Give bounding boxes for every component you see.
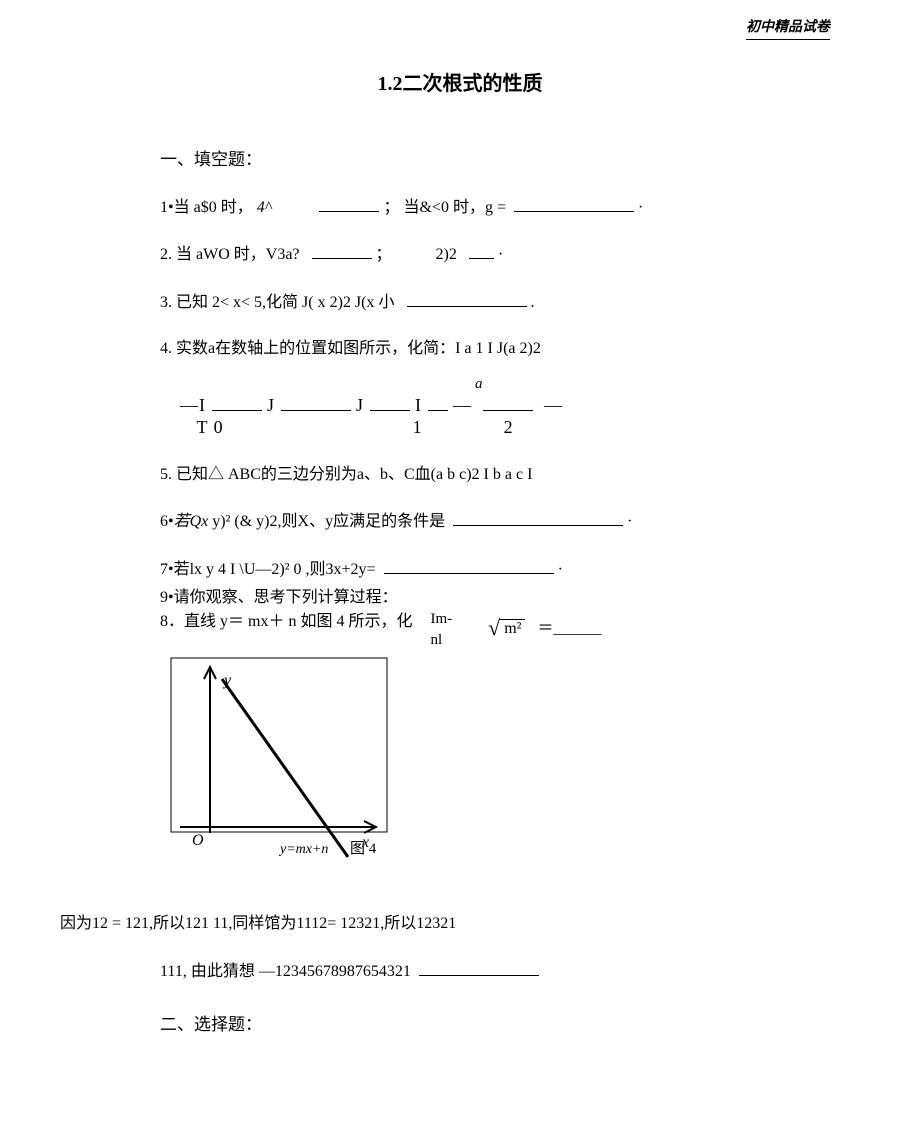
q3-pre: 3. 已知 2< x< 5,化简 J( x 2)2 J(x 小 — [160, 294, 395, 311]
q7-dot: · — [558, 561, 563, 578]
question-7: 7•若lx y 4 I \U—2)² 0 ,则3x+2y= · — [160, 558, 840, 581]
question-1: 1•当 a$0 时， 4^ ； 当&<0 时，g = · — [160, 196, 840, 219]
question-2: 2. 当 aWO 时，V3a? ； 2)2 · — [160, 243, 840, 266]
q1-dot: · — [638, 199, 643, 216]
page: 初中精品试卷 1.2二次根式的性质 一、填空题： 1•当 a$0 时， 4^ ；… — [0, 0, 920, 1128]
svg-text:y: y — [222, 672, 232, 689]
q2-pre: 2. 当 aWO 时，V3a? — [160, 246, 300, 263]
question-4: 4. 实数a在数轴上的位置如图所示，化简：I a 1 I J(a 2)2 a —… — [160, 338, 840, 440]
question-post-line2: 111, 由此猜想 —12345678987654321 — [160, 960, 840, 983]
line-graph-svg: yxOy=mx+n图 4 — [170, 657, 388, 883]
q4-a-label: a — [475, 374, 840, 395]
q4-seg2: T 0 1 2 — [180, 415, 840, 440]
q9-text: 9•请你观察、思考下列计算过程： — [160, 589, 398, 606]
q8-text: 8．直线 y＝ mx＋ n 如图 4 所示，化 — [160, 611, 412, 633]
question-3: 3. 已知 2< x< 5,化简 J( x 2)2 J(x 小 . — [160, 291, 840, 314]
document-title: 1.2二次根式的性质 — [80, 70, 840, 98]
q2-mid: ； — [376, 246, 392, 263]
q3-blank — [407, 291, 527, 307]
q5-text: 5. 已知△ ABC的三边分别为a、b、C血(a b c)2 I b a c I — [160, 466, 532, 483]
q4-line1: 4. 实数a在数轴上的位置如图所示，化简：I a 1 I J(a 2)2 — [160, 338, 840, 360]
question-5: 5. 已知△ ABC的三边分别为a、b、C血(a b c)2 I b a c I — [160, 464, 840, 486]
svg-text:O: O — [192, 832, 204, 849]
q3-dot: . — [531, 294, 535, 311]
q8-sqrt: √m² ＝______ — [488, 611, 601, 642]
q2-suf: 2)2 — [436, 246, 457, 263]
q6-dot: · — [627, 513, 632, 530]
q6-mid: y)² (& y)2,则X、y应满足的条件是 — [208, 513, 445, 530]
q1-mid1: 4^ — [257, 199, 272, 216]
section-fill-heading: 一、填空题： — [160, 148, 840, 172]
q2-blank1 — [312, 243, 372, 259]
question-8: 8．直线 y＝ mx＋ n 如图 4 所示，化 Im- nl √m² ＝____… — [160, 611, 840, 651]
q6-blank — [453, 510, 623, 526]
section-choice-heading: 二、选择题： — [160, 1013, 840, 1037]
header-tag: 初中精品试卷 — [746, 18, 830, 40]
q2-dot: · — [498, 246, 503, 263]
q4-numberline: a —I J J I — — T 0 1 2 — [180, 374, 840, 439]
q1-blank2 — [514, 196, 634, 212]
svg-text:图 4: 图 4 — [350, 840, 377, 857]
question-post-line1: 因为12 = 121,所以121 11,同样馆为1112= 12321,所以12… — [60, 913, 840, 935]
q6-ital: 若Qx — [174, 513, 209, 530]
q1-mid2: ； 当&<0 时，g = — [383, 199, 506, 216]
q7-pre: 7•若lx y 4 I \U—2)² 0 ,则3x+2y= — [160, 561, 376, 578]
question-9: 9•请你观察、思考下列计算过程： — [160, 587, 840, 609]
q2-blank2 — [469, 243, 494, 259]
figure-4-graph: yxOy=mx+n图 4 — [170, 657, 840, 883]
qpost-pre: 111, 由此猜想 —12345678987654321 — [160, 963, 411, 980]
q1-pre: 1•当 a$0 时， — [160, 199, 253, 216]
q1-blank1 — [319, 196, 379, 212]
q4-seg: —I J J I — — — [180, 395, 563, 415]
svg-text:y=mx+n: y=mx+n — [278, 842, 328, 857]
q8-math: Im- nl — [430, 609, 452, 651]
q7-blank — [384, 558, 554, 574]
q6-pre: 6• — [160, 513, 174, 530]
question-6: 6•若Qx y)² (& y)2,则X、y应满足的条件是 · — [160, 510, 840, 533]
qpost-blank — [419, 960, 539, 976]
